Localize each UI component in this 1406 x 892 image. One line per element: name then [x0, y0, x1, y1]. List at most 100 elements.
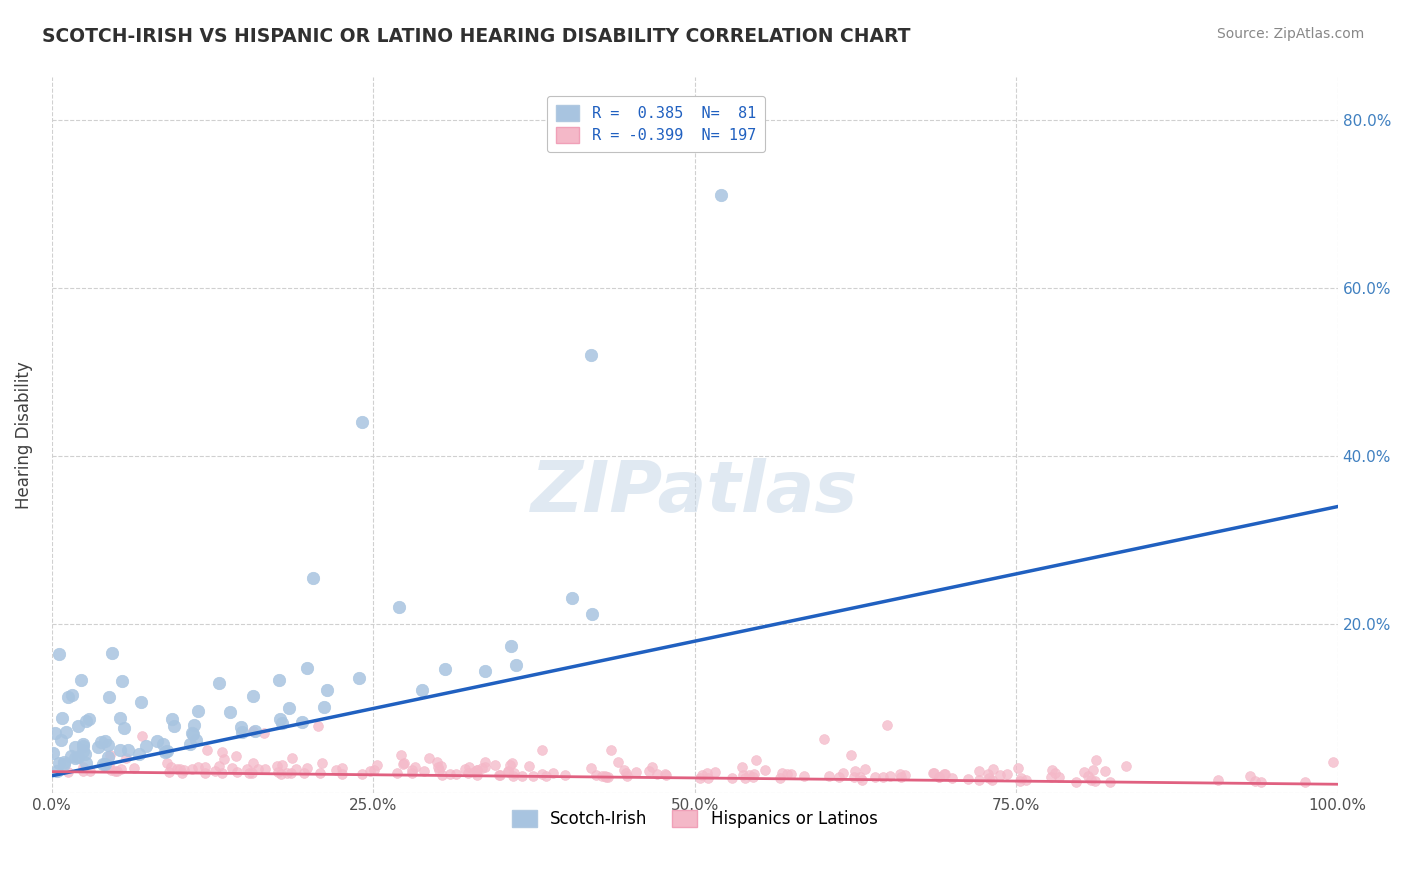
Point	[645, 767, 668, 781]
Point	[155, 744, 177, 758]
Point	[311, 756, 333, 770]
Point	[457, 765, 479, 780]
Point	[122, 761, 145, 775]
Point	[844, 764, 866, 778]
Point	[742, 767, 765, 781]
Point	[401, 764, 423, 778]
Point	[352, 416, 374, 430]
Point	[181, 727, 204, 741]
Point	[94, 733, 117, 747]
Point	[738, 768, 761, 782]
Point	[697, 771, 720, 785]
Point	[967, 764, 990, 779]
Point	[254, 762, 277, 776]
Point	[742, 770, 765, 784]
Point	[1064, 774, 1087, 789]
Point	[280, 766, 302, 780]
Point	[496, 764, 519, 778]
Point	[411, 682, 433, 697]
Point	[267, 765, 290, 780]
Point	[1084, 774, 1107, 789]
Point	[879, 769, 901, 783]
Point	[467, 763, 489, 777]
Point	[359, 764, 381, 779]
Point	[312, 699, 335, 714]
Point	[928, 770, 950, 784]
Point	[225, 764, 247, 779]
Point	[211, 746, 233, 760]
Point	[596, 770, 619, 784]
Point	[1040, 763, 1063, 777]
Text: Source: ZipAtlas.com: Source: ZipAtlas.com	[1216, 27, 1364, 41]
Point	[63, 740, 86, 755]
Point	[593, 768, 616, 782]
Point	[330, 761, 353, 775]
Point	[236, 763, 259, 777]
Point	[350, 767, 373, 781]
Point	[211, 765, 233, 780]
Point	[131, 729, 153, 743]
Point	[66, 750, 89, 764]
Point	[48, 756, 70, 770]
Point	[187, 760, 209, 774]
Point	[957, 772, 980, 786]
Point	[79, 764, 101, 778]
Point	[839, 747, 862, 762]
Point	[1115, 758, 1137, 772]
Point	[156, 756, 179, 770]
Point	[404, 760, 426, 774]
Point	[581, 607, 603, 622]
Point	[413, 764, 436, 779]
Point	[316, 683, 339, 698]
Point	[731, 759, 754, 773]
Point	[851, 772, 873, 787]
Point	[1239, 769, 1261, 783]
Point	[291, 714, 314, 729]
Point	[941, 771, 963, 785]
Point	[444, 767, 467, 781]
Point	[295, 761, 318, 775]
Point	[90, 735, 112, 749]
Point	[347, 671, 370, 685]
Point	[1099, 775, 1122, 789]
Point	[534, 769, 557, 783]
Point	[637, 764, 659, 778]
Point	[301, 571, 323, 585]
Point	[922, 766, 945, 780]
Point	[72, 744, 94, 758]
Y-axis label: Hearing Disability: Hearing Disability	[15, 361, 32, 509]
Point	[212, 752, 235, 766]
Point	[285, 762, 308, 776]
Point	[197, 743, 219, 757]
Point	[75, 756, 97, 771]
Point	[41, 746, 63, 760]
Point	[160, 760, 183, 774]
Point	[266, 758, 288, 772]
Point	[776, 767, 799, 781]
Point	[496, 765, 519, 780]
Point	[56, 690, 79, 705]
Point	[474, 665, 496, 679]
Point	[276, 766, 298, 780]
Point	[63, 751, 86, 765]
Point	[458, 760, 481, 774]
Point	[59, 749, 82, 764]
Point	[58, 764, 80, 779]
Point	[110, 762, 132, 776]
Point	[1073, 765, 1095, 780]
Point	[100, 763, 122, 777]
Point	[55, 725, 77, 739]
Point	[554, 768, 576, 782]
Point	[194, 760, 217, 774]
Point	[51, 711, 73, 725]
Point	[1322, 755, 1344, 769]
Point	[292, 766, 315, 780]
Point	[208, 759, 231, 773]
Point	[1007, 761, 1029, 775]
Point	[813, 731, 835, 746]
Point	[488, 768, 510, 782]
Point	[72, 760, 94, 774]
Point	[87, 740, 110, 755]
Point	[69, 673, 91, 688]
Point	[579, 348, 602, 362]
